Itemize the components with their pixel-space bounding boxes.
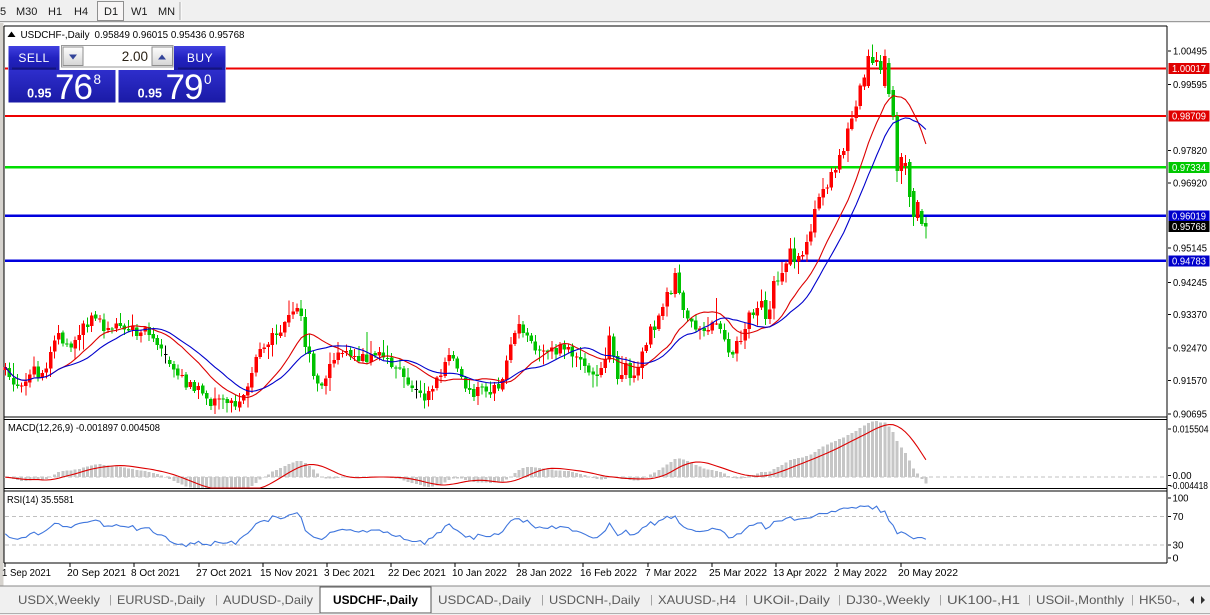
svg-text:0.94783: 0.94783 [1172, 256, 1206, 267]
svg-text:16 Feb 2022: 16 Feb 2022 [580, 568, 637, 579]
svg-text:0.015504: 0.015504 [1173, 425, 1209, 436]
svg-text:USDCHF-,Daily: USDCHF-,Daily [333, 593, 418, 607]
svg-text:3 Dec 2021: 3 Dec 2021 [324, 568, 375, 579]
svg-text:|: | [541, 594, 544, 606]
svg-text:USDCAD-,Daily: USDCAD-,Daily [438, 593, 531, 607]
svg-text:0.98709: 0.98709 [1172, 111, 1206, 122]
svg-text:10 Jan 2022: 10 Jan 2022 [452, 568, 507, 579]
svg-text:MN: MN [158, 6, 175, 18]
svg-text:15 Nov 2021: 15 Nov 2021 [260, 568, 318, 579]
svg-text:0: 0 [204, 72, 212, 87]
svg-text:BUY: BUY [187, 51, 213, 65]
svg-text:W1: W1 [131, 6, 148, 18]
svg-text:|: | [215, 594, 218, 606]
svg-text:|: | [745, 594, 748, 606]
svg-text:0.90695: 0.90695 [1173, 410, 1207, 421]
svg-text:|: | [838, 594, 841, 606]
svg-text:0.95: 0.95 [138, 87, 162, 101]
svg-text:D1: D1 [104, 6, 118, 18]
svg-text:UK100-,H1: UK100-,H1 [947, 593, 1020, 607]
svg-text:UKOil-,Daily: UKOil-,Daily [753, 593, 830, 607]
svg-text:25 Mar 2022: 25 Mar 2022 [709, 568, 767, 579]
svg-text:79: 79 [166, 68, 203, 107]
svg-text:|: | [1131, 594, 1134, 606]
svg-text:0.99595: 0.99595 [1173, 80, 1207, 91]
svg-text:USOil-,Monthly: USOil-,Monthly [1036, 593, 1124, 607]
svg-text:0.95145: 0.95145 [1173, 244, 1207, 255]
svg-text:0: 0 [1173, 554, 1179, 565]
svg-text:30: 30 [1173, 541, 1184, 552]
svg-text:0.94245: 0.94245 [1173, 278, 1207, 289]
svg-text:1 Sep 2021: 1 Sep 2021 [2, 568, 51, 579]
svg-text:0.93370: 0.93370 [1173, 310, 1207, 321]
svg-text:76: 76 [55, 68, 92, 107]
svg-text:1.00495: 1.00495 [1173, 47, 1207, 58]
svg-text:0.95: 0.95 [27, 87, 51, 101]
svg-text:0.00: 0.00 [1173, 471, 1192, 482]
svg-text:|: | [109, 594, 112, 606]
svg-text:2.00: 2.00 [122, 49, 148, 64]
svg-text:|: | [939, 594, 942, 606]
svg-text:HK50-,: HK50-, [1139, 593, 1180, 607]
svg-text:-0.004418: -0.004418 [1170, 481, 1208, 492]
svg-text:0.97334: 0.97334 [1172, 163, 1206, 174]
svg-text:0.92470: 0.92470 [1173, 344, 1207, 355]
svg-text:28 Jan 2022: 28 Jan 2022 [516, 568, 572, 579]
svg-text:0.95849 0.96015 0.95436 0.9576: 0.95849 0.96015 0.95436 0.95768 [95, 29, 245, 41]
svg-text:USDCNH-,Daily: USDCNH-,Daily [549, 593, 640, 607]
svg-text:100: 100 [1173, 494, 1189, 505]
svg-text:USDX,Weekly: USDX,Weekly [18, 593, 100, 607]
svg-text:0.91570: 0.91570 [1173, 376, 1207, 387]
svg-text:1.00017: 1.00017 [1172, 64, 1206, 75]
svg-text:AUDUSD-,Daily: AUDUSD-,Daily [223, 593, 313, 607]
svg-text:0.97820: 0.97820 [1173, 146, 1207, 157]
svg-text:USDCHF-,Daily: USDCHF-,Daily [21, 29, 91, 41]
svg-text:|: | [1028, 594, 1031, 606]
svg-text:0.96019: 0.96019 [1172, 211, 1206, 222]
svg-text:2 May 2022: 2 May 2022 [834, 568, 887, 579]
svg-text:13 Apr 2022: 13 Apr 2022 [773, 568, 827, 579]
svg-text:SELL: SELL [18, 51, 49, 65]
svg-text:70: 70 [1173, 512, 1184, 523]
svg-text:XAUUSD-,H4: XAUUSD-,H4 [658, 593, 736, 607]
svg-text:0.95768: 0.95768 [1172, 222, 1206, 233]
svg-text:8: 8 [94, 72, 102, 87]
svg-text:5: 5 [0, 6, 6, 18]
svg-text:8 Oct 2021: 8 Oct 2021 [131, 568, 180, 579]
svg-text:M30: M30 [16, 6, 37, 18]
svg-text:7 Mar 2022: 7 Mar 2022 [645, 568, 697, 579]
svg-text:H4: H4 [74, 6, 88, 18]
svg-text:DJ30-,Weekly: DJ30-,Weekly [846, 593, 930, 607]
svg-text:0.96920: 0.96920 [1173, 179, 1207, 190]
svg-text:20 May 2022: 20 May 2022 [898, 568, 958, 579]
svg-text:MACD(12,26,9) -0.001897 0.0045: MACD(12,26,9) -0.001897 0.004508 [8, 423, 160, 434]
svg-text:|: | [650, 594, 653, 606]
svg-text:22 Dec 2021: 22 Dec 2021 [388, 568, 446, 579]
svg-text:EURUSD-,Daily: EURUSD-,Daily [117, 593, 205, 607]
svg-text:H1: H1 [48, 6, 62, 18]
svg-text:27 Oct 2021: 27 Oct 2021 [196, 568, 252, 579]
svg-text:RSI(14) 35.5581: RSI(14) 35.5581 [7, 495, 74, 506]
svg-text:20 Sep 2021: 20 Sep 2021 [67, 568, 126, 579]
